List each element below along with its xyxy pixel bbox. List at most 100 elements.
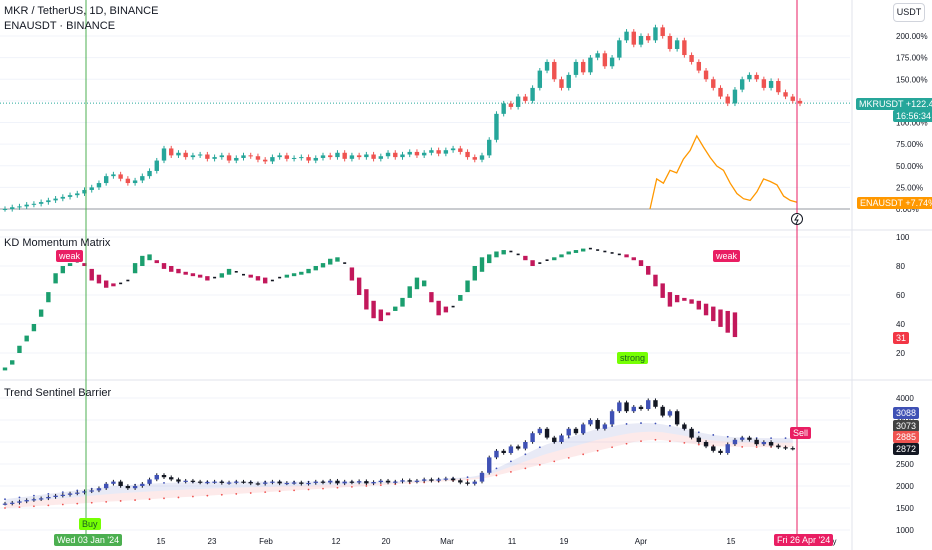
tsb-candle [732, 439, 738, 445]
mkr-price-tag: MKRUSDT +122.46% [856, 98, 932, 110]
tsb-candle [31, 499, 37, 501]
price-candle [53, 198, 58, 201]
lightning-icon [794, 214, 799, 225]
kd-bar [255, 276, 261, 281]
compare-symbol: ENAUSDT · BINANCE [4, 20, 116, 32]
tsb-candle [205, 482, 210, 484]
price-candle [638, 36, 644, 45]
kd-bar [197, 274, 203, 278]
kd-bar [494, 251, 499, 258]
tsb-candle [682, 424, 687, 429]
barrier-lower-fill [5, 431, 793, 508]
price-candle [790, 96, 795, 101]
barrier-upper-dot [770, 437, 772, 440]
barrier-lower-dot [582, 453, 585, 456]
kd-bar [103, 280, 109, 288]
kd-bar [689, 299, 694, 304]
kd-bar [147, 254, 152, 261]
tsb-candle [602, 424, 608, 429]
tsb-candle [624, 402, 629, 412]
tsb-candle [38, 498, 44, 500]
tsb-candle [284, 482, 290, 485]
barrier-lower-dot [18, 506, 21, 509]
kd-bar [393, 306, 398, 311]
barrier-lower-dot [654, 438, 657, 441]
kd-weak-label-2: weak [713, 250, 741, 262]
date-label-right: Fri 26 Apr '24 [774, 534, 834, 546]
tsb-candle [46, 497, 51, 499]
price-candle [226, 155, 232, 161]
tsb-candle [103, 483, 109, 489]
tsb-candle [407, 480, 412, 482]
tsb-candle [617, 402, 622, 412]
kd-bar [67, 263, 73, 266]
kd-dot [610, 252, 614, 254]
price-candle [197, 154, 203, 156]
barrier-lower-dot [192, 495, 194, 498]
currency-button[interactable]: USDT [893, 3, 925, 22]
tsb-candle [436, 479, 441, 481]
price-candle [140, 176, 145, 181]
price-candle [169, 148, 174, 156]
tsb-candle [465, 482, 470, 484]
price-candle [479, 155, 485, 160]
tsb-candle [53, 495, 58, 497]
barrier-lower-dot [134, 499, 136, 501]
price-candle [147, 170, 152, 177]
x-tick-label: 15 [727, 537, 736, 546]
mkr-tag-symbol: MKRUSDT [859, 99, 904, 109]
barrier-lower-dot [625, 442, 628, 445]
tsb-value-3: 2885 [893, 431, 920, 443]
kd-bar [96, 274, 102, 284]
date-label-left: Wed 03 Jan '24 [54, 534, 123, 546]
price-candle [515, 96, 521, 107]
kd-bar [718, 309, 723, 327]
price-candle [559, 79, 564, 88]
price-candle [458, 148, 463, 152]
price-candle [797, 100, 803, 104]
tsb-candle [400, 480, 405, 482]
barrier-lower-dot [105, 500, 108, 503]
price-candle [132, 180, 138, 184]
kd-bar [631, 257, 636, 261]
tsb-candle [89, 490, 94, 492]
tsb-candle [761, 442, 767, 445]
ena-tag-value: +7.74% [905, 198, 932, 208]
barrier-lower-dot [553, 460, 556, 463]
tsb-candle [147, 479, 152, 484]
tsb-candle [262, 482, 268, 484]
barrier-lower-dot [538, 463, 541, 466]
kd-bar [219, 273, 225, 278]
kd-bar [60, 266, 66, 274]
kd-strong-label: strong [617, 352, 649, 364]
kd-bar [371, 300, 376, 319]
price-candle [443, 150, 449, 154]
kd-bar [31, 324, 37, 332]
tsb-candle [24, 500, 29, 502]
tsb-candle [711, 446, 716, 451]
price-candle [523, 96, 528, 101]
kd-bar [400, 297, 405, 307]
barrier-lower-dot [365, 485, 368, 487]
kd-bar [262, 277, 268, 284]
barrier-lower-dot [206, 494, 209, 497]
kd-weak-label-1: weak [56, 250, 84, 262]
kd-bar [530, 260, 535, 266]
price-candle [783, 92, 788, 97]
x-tick-label: Mar [440, 537, 454, 546]
kd-bar [580, 248, 586, 252]
price-pane [2, 24, 803, 212]
kd-tick-label: 60 [896, 291, 905, 300]
barrier-lower-dot [148, 498, 151, 501]
kd-bar [667, 292, 673, 307]
kd-dot [343, 262, 347, 264]
tsb-tick-label: 2500 [896, 460, 914, 469]
tsb-candle [118, 481, 123, 486]
tsb-candle [248, 482, 253, 484]
price-candle [739, 79, 745, 90]
price-candle [754, 74, 759, 80]
tsb-candle [378, 480, 384, 483]
kd-bar [674, 295, 680, 303]
